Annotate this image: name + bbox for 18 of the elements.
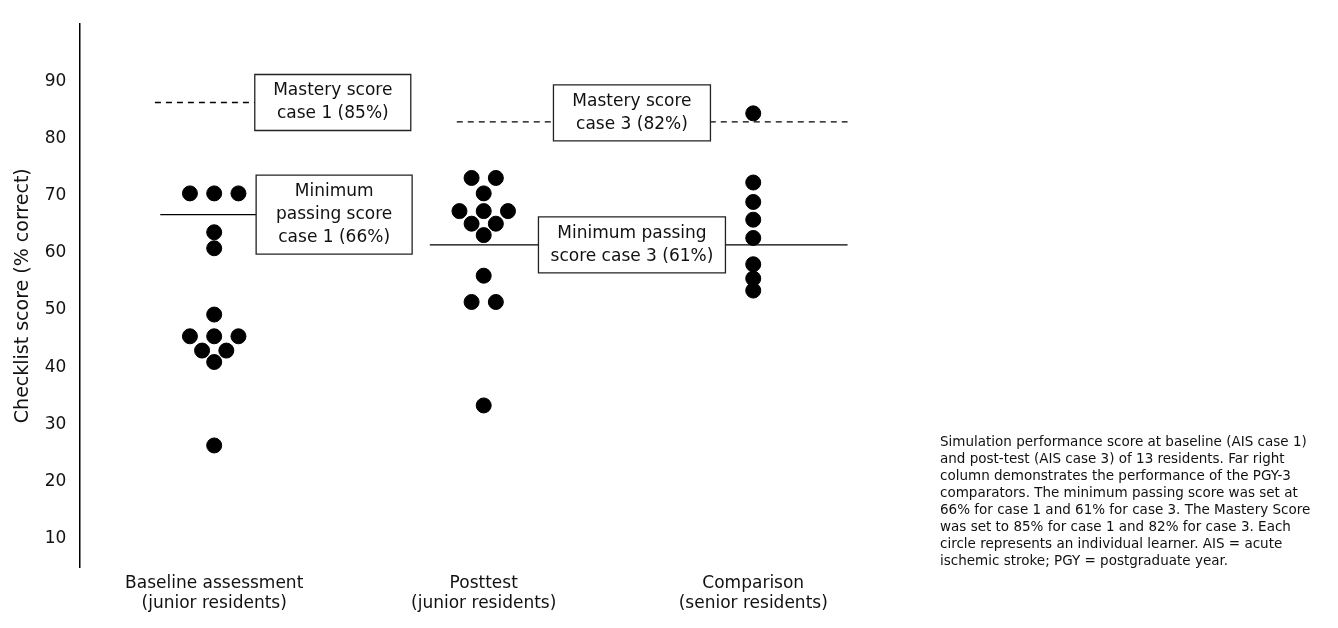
y-tick-label: 60 — [44, 241, 67, 262]
y-tick-label: 20 — [44, 469, 67, 490]
ref-line-label: Mastery score case 1 (85%) — [273, 79, 393, 123]
ref-line-label: Mastery score case 3 (82%) — [572, 89, 692, 133]
y-tick-label: 40 — [44, 355, 67, 376]
x-tick-label: Posttest (junior residents) — [411, 571, 557, 613]
ref-line-label: Minimum passing score case 1 (66%) — [275, 179, 393, 246]
y-tick-label: 30 — [44, 412, 67, 433]
y-tick-label: 80 — [44, 126, 67, 147]
y-axis-title: Checklist score (% correct) — [10, 168, 33, 424]
y-tick-label: 70 — [44, 184, 67, 205]
x-tick-label: Comparison (senior residents) — [678, 571, 828, 613]
y-tick-label: 90 — [44, 69, 67, 90]
y-tick-label: 50 — [44, 298, 67, 319]
y-tick-label: 10 — [44, 527, 67, 548]
ref-line-label: Minimum passing score case 3 (61%) — [550, 221, 714, 265]
x-tick-label: Baseline assessment (junior residents) — [125, 571, 304, 613]
text: Simulation performance score at baseline (AIS case 1) and post-test (AIS case 3) of 13 residents. Far right column demonstrates the performance of the PGY-3 comparators. The minimum passing score was set at 66% for case 1 and 61% for case 3. The Mastery Score was set to 85% for case 1 and 82% for case 3. Each circle represents an individual learner. AIS = acute ischemic stroke; PGY = postgraduate year. — [940, 433, 1312, 569]
